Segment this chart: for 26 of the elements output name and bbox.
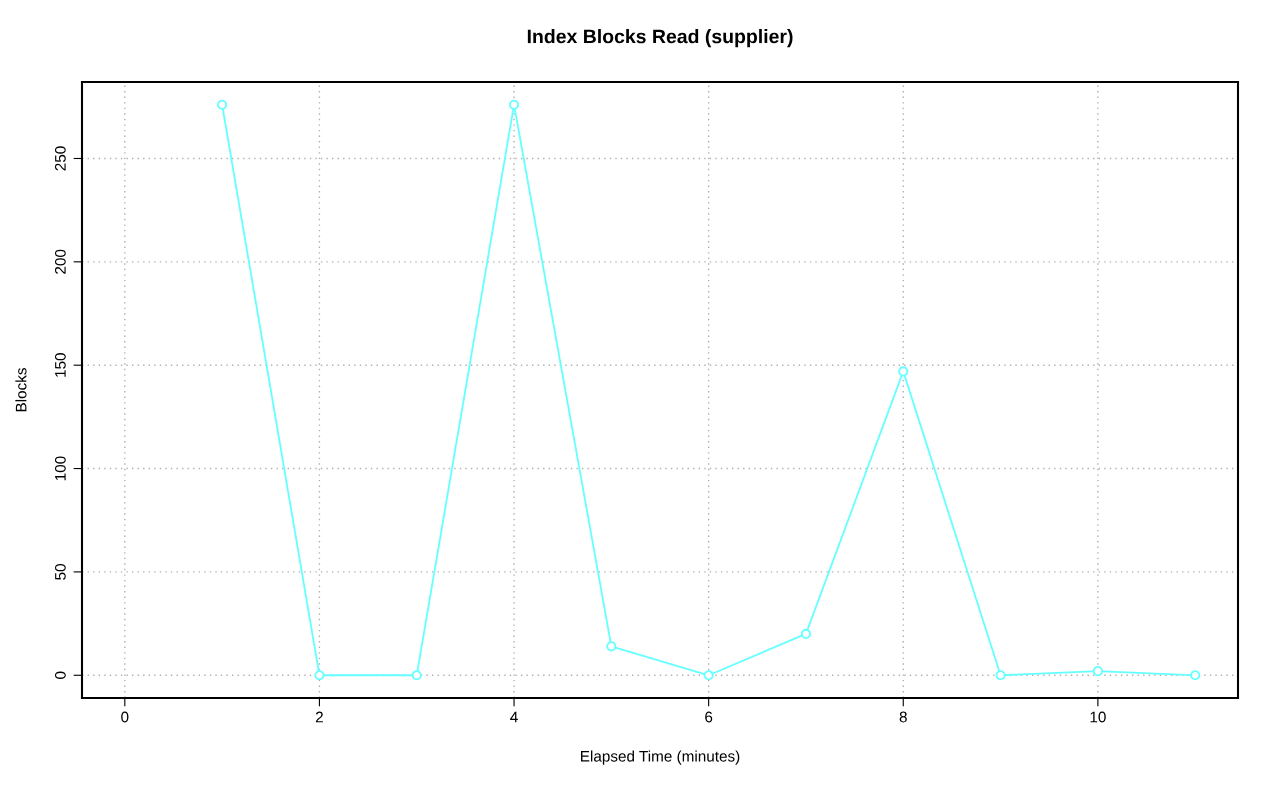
point xyxy=(1190,670,1201,681)
x-tick-label: 0 xyxy=(121,711,129,723)
point xyxy=(217,99,228,110)
x-tick-label: 8 xyxy=(899,711,907,723)
point xyxy=(898,366,909,377)
x-axis-title: Elapsed Time (minutes) xyxy=(581,750,740,765)
y-tick-label: 50 xyxy=(54,564,66,580)
point xyxy=(1092,666,1103,677)
point xyxy=(800,628,812,639)
y-tick-label: 200 xyxy=(54,249,66,274)
y-axis-title: Blocks xyxy=(15,368,27,412)
x-tick-label: 10 xyxy=(1090,711,1106,723)
point xyxy=(703,670,714,681)
x-tick-label: 4 xyxy=(510,711,518,723)
y-tick-label: 250 xyxy=(54,146,66,171)
point xyxy=(606,641,617,652)
point xyxy=(411,670,422,681)
point xyxy=(508,99,520,110)
y-tick-label: 150 xyxy=(54,353,66,377)
y-tick-label: 100 xyxy=(54,456,66,481)
y-tick-label: 0 xyxy=(54,671,66,679)
point xyxy=(314,670,325,681)
x-tick-label: 6 xyxy=(705,711,713,723)
x-tick-label: 2 xyxy=(315,711,323,723)
point xyxy=(995,670,1006,681)
chart-title: Index Blocks Read (supplier) xyxy=(527,29,793,48)
